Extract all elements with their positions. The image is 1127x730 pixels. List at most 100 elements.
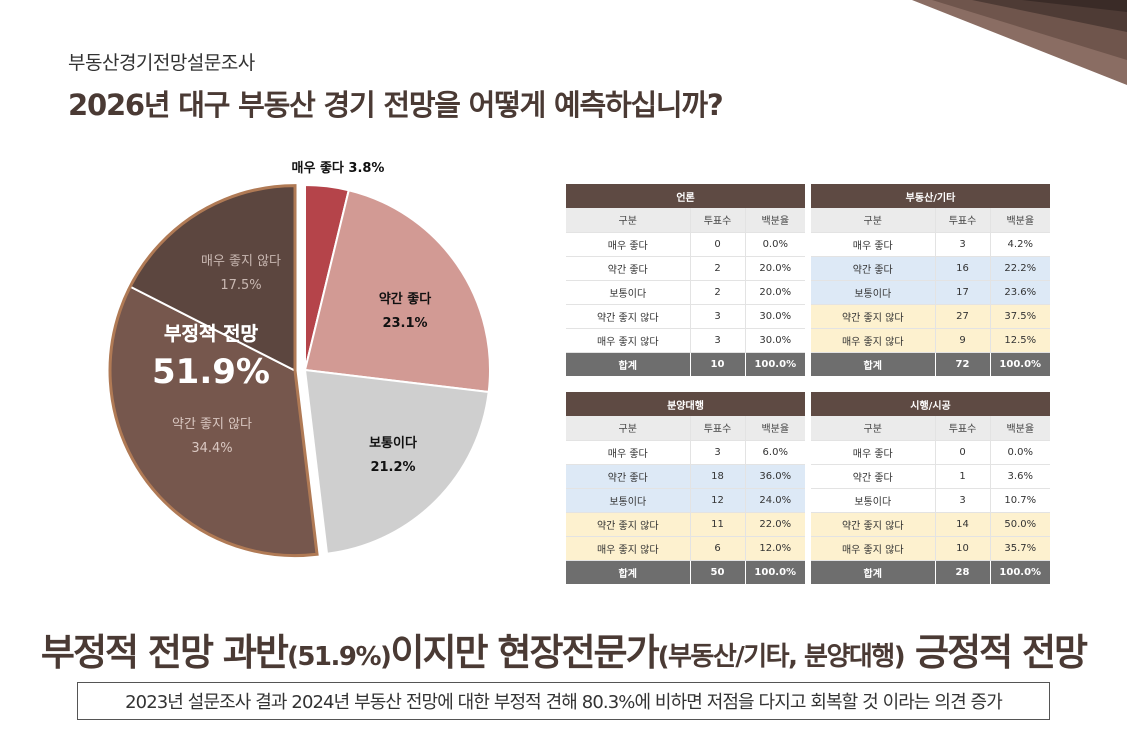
- slice-value: 34.4%: [191, 441, 232, 456]
- table-row: 매우 좋다 0 0.0%: [811, 440, 1050, 465]
- table-header: 백분율: [745, 416, 806, 441]
- row-count: 0: [690, 232, 746, 257]
- row-percent: 6.0%: [745, 440, 806, 465]
- survey-kicker: 부동산경기전망설문조사: [68, 52, 255, 74]
- row-percent: 24.0%: [745, 488, 806, 513]
- row-label: 매우 좋지 않다: [811, 328, 936, 353]
- row-count: 9: [935, 328, 991, 353]
- pie-slice: [303, 368, 490, 555]
- row-label: 약간 좋다: [566, 464, 691, 489]
- row-percent: 36.0%: [745, 464, 806, 489]
- table-row: 약간 좋지 않다 27 37.5%: [811, 304, 1051, 329]
- row-label: 매우 좋다: [811, 232, 936, 257]
- row-percent: 20.0%: [745, 280, 806, 305]
- total-percent: 100.0%: [745, 560, 806, 585]
- table-title: 부동산/기타: [811, 184, 1051, 208]
- row-percent: 37.5%: [990, 304, 1051, 329]
- table-total-row: 합계 28 100.0%: [811, 560, 1050, 585]
- table-header: 구분: [811, 208, 936, 233]
- row-count: 2: [690, 256, 746, 281]
- headline-part4: (부동산/기타, 분양대행): [657, 642, 906, 672]
- corner-decoration: [912, 0, 1127, 85]
- total-count: 10: [690, 352, 746, 377]
- row-percent: 50.0%: [990, 512, 1050, 537]
- row-label: 보통이다: [566, 280, 691, 305]
- callout-label: 부정적 전망: [164, 323, 259, 345]
- row-count: 3: [935, 488, 991, 513]
- row-label: 매우 좋지 않다: [566, 536, 691, 561]
- row-label: 약간 좋지 않다: [811, 512, 936, 537]
- row-percent: 0.0%: [745, 232, 806, 257]
- slice-value: 21.2%: [370, 460, 415, 475]
- table-header: 백분율: [990, 416, 1050, 441]
- row-label: 약간 좋다: [566, 256, 691, 281]
- row-percent: 12.0%: [745, 536, 806, 561]
- row-label: 매우 좋다: [566, 440, 691, 465]
- summary-box: 2023년 설문조사 결과 2024년 부동산 전망에 대한 부정적 견해 80…: [77, 682, 1050, 720]
- table-row: 보통이다 2 20.0%: [566, 280, 806, 305]
- row-label: 매우 좋지 않다: [566, 328, 691, 353]
- pie-slice: [303, 189, 491, 394]
- table-header: 백분율: [745, 208, 806, 233]
- row-label: 약간 좋지 않다: [566, 512, 691, 537]
- row-percent: 4.2%: [990, 232, 1051, 257]
- table-row: 보통이다 17 23.6%: [811, 280, 1051, 305]
- table-row: 매우 좋지 않다 10 35.7%: [811, 536, 1050, 561]
- slice-label: 약간 좋지 않다: [172, 417, 252, 432]
- row-count: 18: [690, 464, 746, 489]
- table-row: 보통이다 3 10.7%: [811, 488, 1050, 513]
- table-header: 투표수: [935, 208, 991, 233]
- row-label: 매우 좋다: [566, 232, 691, 257]
- pie-chart: 매우 좋다 3.8% 약간 좋다 23.1% 보통이다 21.2% 약간 좋지 않다 34.…: [108, 160, 491, 558]
- row-label: 약간 좋지 않다: [566, 304, 691, 329]
- total-percent: 100.0%: [990, 352, 1051, 377]
- slice-value: 23.1%: [382, 316, 427, 331]
- slice-label: 약간 좋다: [379, 291, 431, 307]
- row-count: 0: [935, 440, 991, 465]
- row-label: 매우 좋다: [811, 440, 936, 465]
- total-count: 28: [935, 560, 991, 585]
- total-label: 합계: [811, 352, 936, 377]
- total-percent: 100.0%: [990, 560, 1050, 585]
- table-row: 매우 좋지 않다 3 30.0%: [566, 328, 806, 353]
- row-label: 보통이다: [811, 488, 936, 513]
- negative-group-outline: [108, 184, 319, 558]
- slice-label: 매우 좋다 3.8%: [292, 160, 385, 176]
- table-total-row: 합계 72 100.0%: [811, 352, 1051, 377]
- table-row: 매우 좋다 3 6.0%: [566, 440, 806, 465]
- table-total-row: 합계 10 100.0%: [566, 352, 806, 377]
- row-count: 16: [935, 256, 991, 281]
- row-count: 10: [935, 536, 991, 561]
- headline-part1: 부정적 전망 과반: [40, 631, 289, 674]
- row-percent: 12.5%: [990, 328, 1051, 353]
- table-row: 약간 좋지 않다 11 22.0%: [566, 512, 806, 537]
- table-row: 매우 좋지 않다 6 12.0%: [566, 536, 806, 561]
- headline-part2: (51.9%): [286, 642, 392, 672]
- slice-label: 보통이다: [369, 435, 417, 451]
- table-header: 백분율: [990, 208, 1051, 233]
- row-label: 약간 좋다: [811, 464, 936, 489]
- row-count: 3: [935, 232, 991, 257]
- row-percent: 35.7%: [990, 536, 1050, 561]
- table-title: 시행/시공: [811, 392, 1050, 416]
- row-percent: 30.0%: [745, 304, 806, 329]
- row-count: 1: [935, 464, 991, 489]
- row-percent: 30.0%: [745, 328, 806, 353]
- table-header: 투표수: [935, 416, 991, 441]
- table-row: 약간 좋다 18 36.0%: [566, 464, 806, 489]
- row-count: 3: [690, 328, 746, 353]
- row-label: 약간 좋지 않다: [811, 304, 936, 329]
- table-row: 매우 좋다 3 4.2%: [811, 232, 1051, 257]
- row-count: 27: [935, 304, 991, 329]
- table-row: 약간 좋다 1 3.6%: [811, 464, 1050, 489]
- table-header: 투표수: [690, 416, 746, 441]
- table-header: 구분: [811, 416, 936, 441]
- table-row: 보통이다 12 24.0%: [566, 488, 806, 513]
- table-header: 투표수: [690, 208, 746, 233]
- table-header: 구분: [566, 416, 691, 441]
- total-percent: 100.0%: [745, 352, 806, 377]
- row-count: 12: [690, 488, 746, 513]
- row-count: 11: [690, 512, 746, 537]
- table-3: 시행/시공 구분 투표수 백분율 매우 좋다 0 0.0% 약간 좋다 1 3.6% 보통이다 3 10…: [811, 392, 1050, 585]
- table-row: 약간 좋다 16 22.2%: [811, 256, 1051, 281]
